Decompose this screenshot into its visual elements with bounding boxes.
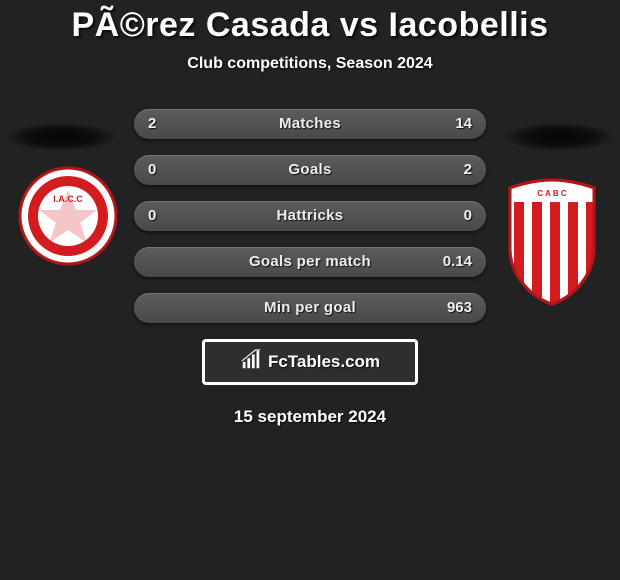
club-badge-left: I.A.C.C <box>18 166 118 266</box>
snapshot-date: 15 september 2024 <box>0 407 620 427</box>
club-badge-right-icon: C A B C <box>502 178 602 306</box>
stat-right-value: 14 <box>455 109 472 139</box>
club-badge-right: C A B C <box>502 178 602 306</box>
club-badge-left-icon: I.A.C.C <box>18 166 118 266</box>
comparison-card: PÃ©rez Casada vs Iacobellis Club competi… <box>0 0 620 580</box>
stats-list: 2 Matches 14 0 Goals 2 0 Hattricks 0 Goa… <box>134 109 486 323</box>
stat-label: Goals <box>134 155 486 185</box>
svg-text:C A B C: C A B C <box>537 189 566 198</box>
stat-right-value: 0.14 <box>443 247 472 277</box>
stat-label: Goals per match <box>134 247 486 277</box>
stat-row-matches: 2 Matches 14 <box>134 109 486 139</box>
stat-right-value: 2 <box>464 155 472 185</box>
bar-chart-icon <box>240 349 262 376</box>
stat-row-min-per-goal: Min per goal 963 <box>134 293 486 323</box>
stat-label: Matches <box>134 109 486 139</box>
brand-box[interactable]: FcTables.com <box>202 339 418 385</box>
stat-right-value: 0 <box>464 201 472 231</box>
stat-row-goals: 0 Goals 2 <box>134 155 486 185</box>
page-title: PÃ©rez Casada vs Iacobellis <box>0 6 620 45</box>
badge-shadow-right <box>504 123 614 151</box>
stat-row-hattricks: 0 Hattricks 0 <box>134 201 486 231</box>
svg-text:I.A.C.C: I.A.C.C <box>53 194 83 204</box>
page-subtitle: Club competitions, Season 2024 <box>0 55 620 73</box>
brand-text: FcTables.com <box>268 352 380 372</box>
stat-row-goals-per-match: Goals per match 0.14 <box>134 247 486 277</box>
stat-right-value: 963 <box>447 293 472 323</box>
stat-label: Min per goal <box>134 293 486 323</box>
badge-shadow-left <box>6 123 116 151</box>
stat-label: Hattricks <box>134 201 486 231</box>
